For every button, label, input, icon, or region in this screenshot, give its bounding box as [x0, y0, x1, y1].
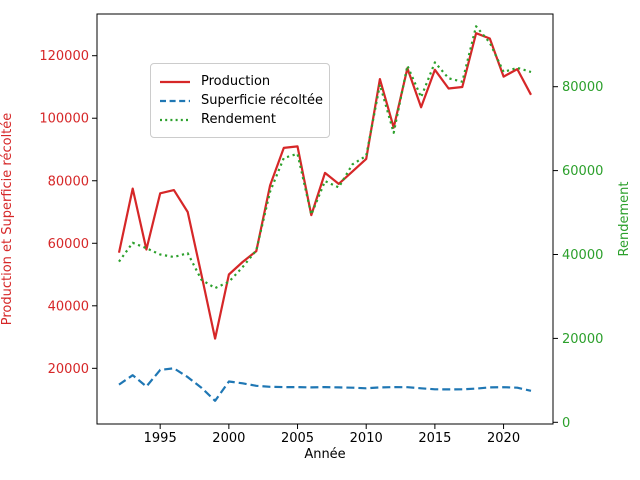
x-axis-title: Année [304, 447, 345, 462]
legend-label: Rendement [201, 112, 276, 127]
left-tick-label: 60000 [48, 237, 89, 252]
legend: Production Superficie récoltée Rendement [150, 63, 330, 138]
x-axis-ticks: 1995 2000 2005 2010 2015 2020 [144, 424, 520, 446]
x-tick-label: 2005 [281, 431, 314, 446]
left-tick-label: 40000 [48, 299, 89, 314]
legend-item-rendement: Rendement [160, 111, 319, 128]
series-line-right-dotted [118, 25, 532, 290]
x-tick-label: 2000 [212, 431, 245, 446]
right-tick-label: 0 [562, 416, 570, 431]
right-axis-ticks: 0 20000 40000 60000 80000 [553, 80, 603, 431]
superficie-line-sample-icon [160, 99, 190, 103]
plot-border [96, 13, 554, 425]
x-tick-label: 1995 [144, 431, 177, 446]
legend-label: Production [201, 74, 271, 89]
left-tick-label: 20000 [48, 362, 89, 377]
x-tick-label: 2010 [350, 431, 383, 446]
x-tick-label: 2020 [487, 431, 520, 446]
rendement-line-sample-icon [160, 118, 190, 122]
left-tick-label: 100000 [39, 112, 89, 127]
left-y-axis-title: Production et Superficie récoltée [0, 113, 15, 326]
left-axis-ticks: 20000 40000 60000 80000 100000 120000 [39, 49, 97, 377]
legend-item-superficie: Superficie récoltée [160, 92, 323, 109]
left-tick-label: 120000 [39, 49, 89, 64]
production-line-sample-icon [160, 80, 190, 84]
right-y-axis-title: Rendement [617, 182, 632, 257]
right-tick-label: 60000 [562, 164, 603, 179]
series-line-left-dashed [118, 367, 532, 402]
series-lines [117, 25, 532, 402]
legend-item-production: Production [160, 73, 319, 90]
x-tick-label: 2015 [418, 431, 451, 446]
left-tick-label: 80000 [48, 174, 89, 189]
right-tick-label: 20000 [562, 332, 603, 347]
right-tick-label: 40000 [562, 248, 603, 263]
right-tick-label: 80000 [562, 80, 603, 95]
series-line-left-solid [117, 32, 532, 340]
legend-label: Superficie récoltée [201, 93, 324, 108]
